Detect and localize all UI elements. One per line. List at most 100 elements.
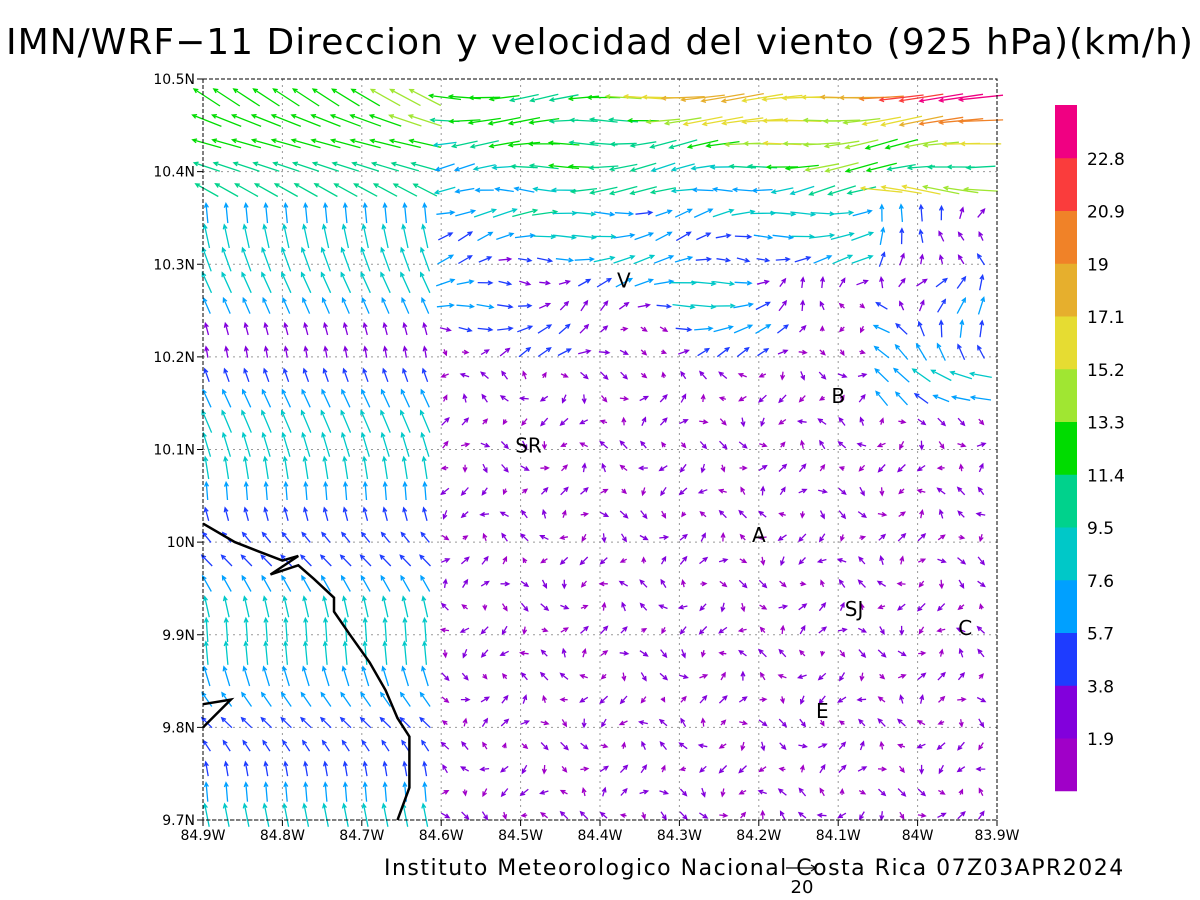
wind-arrow	[243, 781, 249, 802]
wind-arrow	[619, 396, 630, 402]
wind-arrow	[301, 388, 311, 408]
wind-arrow	[221, 431, 232, 457]
wind-arrow	[467, 117, 501, 125]
wind-arrow	[858, 393, 866, 403]
wind-arrow	[894, 391, 908, 406]
wind-arrow	[756, 257, 771, 263]
wind-arrow	[916, 743, 926, 749]
wind-arrow	[659, 326, 669, 332]
wind-arrow	[681, 511, 687, 518]
wind-arrow	[797, 674, 807, 680]
wind-arrow	[362, 367, 369, 383]
wind-arrow	[381, 595, 389, 618]
wind-arrow	[699, 603, 707, 612]
wind-arrow	[440, 465, 449, 471]
wind-arrow	[333, 183, 358, 197]
wind-arrow	[629, 141, 657, 148]
wind-arrow	[342, 760, 348, 777]
wind-arrow	[731, 187, 753, 193]
wind-arrow	[382, 202, 388, 224]
wind-arrow	[658, 465, 668, 472]
wind-arrow	[492, 208, 518, 218]
wind-arrow	[342, 202, 348, 224]
wind-arrow	[916, 720, 926, 726]
wind-arrow	[460, 556, 470, 565]
wind-arrow	[310, 138, 341, 149]
wind-arrow	[613, 232, 636, 239]
wind-arrow	[342, 321, 349, 336]
wind-arrow	[382, 781, 388, 802]
wind-arrow	[600, 673, 607, 680]
wind-arrow	[572, 234, 598, 240]
wind-arrow	[302, 595, 310, 618]
wind-arrow	[421, 223, 429, 249]
wind-arrow	[342, 640, 348, 665]
wind-arrow	[976, 253, 986, 266]
wind-arrow	[872, 324, 890, 334]
wind-arrow	[301, 665, 310, 687]
wind-arrow	[601, 601, 607, 611]
wind-arrow	[539, 811, 548, 819]
wind-arrow	[577, 278, 592, 287]
wind-arrow	[342, 506, 349, 521]
place-label: V	[617, 268, 631, 292]
wind-arrow	[421, 296, 430, 314]
wind-arrow	[799, 439, 805, 449]
wind-arrow	[718, 371, 728, 380]
wind-arrow	[518, 346, 532, 358]
wind-arrow	[480, 442, 491, 448]
wind-arrow	[645, 118, 681, 125]
wind-arrow	[957, 671, 966, 681]
wind-arrow	[262, 455, 269, 480]
wind-arrow	[680, 579, 686, 588]
wind-arrow	[243, 616, 249, 642]
wind-arrow	[380, 531, 391, 543]
wind-arrow	[537, 324, 553, 334]
wind-arrow	[897, 603, 906, 611]
wind-arrow	[223, 616, 229, 642]
wind-arrow	[282, 296, 291, 314]
wind-arrow	[660, 95, 705, 101]
wind-arrow	[280, 691, 292, 707]
wind-arrow	[712, 280, 736, 287]
wind-arrow	[539, 671, 549, 681]
wind-arrow	[441, 720, 448, 726]
wind-arrow	[440, 741, 450, 750]
wind-arrow	[482, 532, 488, 542]
wind-arrow	[283, 480, 289, 501]
wind-arrow	[897, 464, 906, 473]
wind-arrow	[462, 649, 468, 659]
wind-arrow	[202, 388, 212, 408]
wind-arrow	[362, 480, 368, 501]
wind-arrow	[802, 142, 841, 148]
wind-arrow	[736, 257, 751, 263]
wind-arrow	[796, 419, 807, 425]
wind-arrow	[322, 640, 328, 665]
wind-arrow	[956, 275, 967, 289]
wind-arrow	[581, 647, 587, 658]
wind-arrow	[857, 579, 866, 588]
wind-arrow	[241, 531, 252, 543]
wind-arrow	[442, 440, 449, 449]
wind-arrow	[540, 465, 550, 471]
wind-arrow	[957, 510, 965, 518]
wind-arrow	[420, 246, 431, 272]
wind-arrow	[479, 766, 490, 772]
wind-arrow	[303, 616, 309, 642]
wind-arrow	[820, 579, 825, 588]
wind-arrow	[858, 95, 904, 102]
wind-arrow	[838, 466, 845, 471]
wind-arrow	[875, 301, 888, 310]
wind-arrow	[711, 186, 733, 193]
wind-arrow	[800, 299, 806, 312]
wind-arrow	[758, 719, 768, 727]
wind-arrow	[680, 393, 687, 403]
wind-arrow	[761, 94, 803, 102]
wind-arrow	[859, 535, 867, 541]
wind-arrow	[958, 719, 964, 728]
wind-arrow	[641, 812, 646, 820]
wind-arrow	[500, 441, 510, 450]
wind-arrow	[201, 246, 212, 272]
wind-arrow	[600, 743, 609, 749]
wind-arrow	[222, 665, 231, 687]
